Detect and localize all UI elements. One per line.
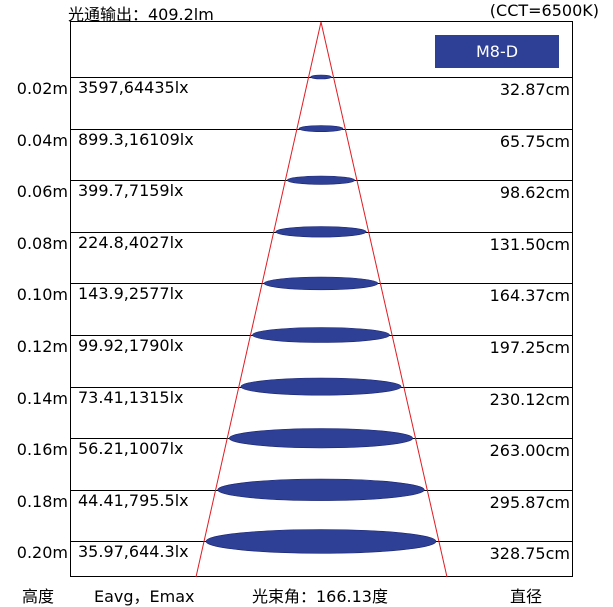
beam-angle-label: 光束角：166.13度 xyxy=(252,587,388,606)
diameter-value: 131.50cm xyxy=(489,234,570,254)
diameter-column-label: 直径 xyxy=(510,587,543,606)
illuminance-value: 224.8,4027lx xyxy=(78,232,184,252)
height-label: 0.02m xyxy=(16,79,68,98)
illuminance-value: 3597,64435lx xyxy=(78,78,189,97)
beam-spot-ellipse xyxy=(228,428,414,449)
diagram-frame xyxy=(70,21,573,577)
illuminance-value: 44.41,795.5lx xyxy=(78,490,189,510)
height-label: 0.18m xyxy=(16,491,68,511)
illuminance-value: 99.92,1790lx xyxy=(78,336,184,355)
height-column-label: 高度 xyxy=(22,587,55,606)
height-label: 0.14m xyxy=(16,388,68,408)
diameter-value: 295.87cm xyxy=(489,492,570,512)
beam-spot-ellipse xyxy=(205,529,437,554)
diameter-value: 98.62cm xyxy=(499,183,570,203)
diameter-value: 65.75cm xyxy=(499,131,570,151)
diameter-value: 164.37cm xyxy=(489,286,570,306)
diameter-value: 263.00cm xyxy=(489,441,570,461)
model-badge: M8-D xyxy=(435,35,559,68)
beam-spot-ellipse xyxy=(217,478,425,501)
diameter-value: 230.12cm xyxy=(489,389,570,409)
height-label: 0.04m xyxy=(16,130,68,150)
illuminance-value: 35.97,644.3lx xyxy=(78,542,189,562)
height-label: 0.20m xyxy=(16,543,68,563)
eavg-emax-label: Eavg，Emax xyxy=(94,587,195,606)
illuminance-value: 73.41,1315lx xyxy=(78,387,184,407)
illuminance-value: 56.21,1007lx xyxy=(78,439,184,459)
luminous-flux-label: 光通输出：409.2lm xyxy=(68,5,214,24)
beam-spot-ellipse xyxy=(298,125,344,133)
height-label: 0.16m xyxy=(16,440,68,460)
beam-spot-ellipse xyxy=(310,74,332,80)
height-label: 0.10m xyxy=(16,285,68,305)
beam-left-edge xyxy=(195,21,322,578)
beam-right-edge xyxy=(320,21,448,578)
height-label: 0.12m xyxy=(16,337,68,356)
cct-label: (CCT=6500K) xyxy=(489,1,599,20)
beam-spot-ellipse xyxy=(287,175,355,185)
beam-spot-ellipse xyxy=(275,226,367,238)
beam-spot-ellipse xyxy=(252,327,390,343)
height-label: 0.06m xyxy=(16,182,68,202)
illuminance-value: 399.7,7159lx xyxy=(78,181,184,201)
illuminance-value: 143.9,2577lx xyxy=(78,284,184,304)
illuminance-value: 899.3,16109lx xyxy=(78,129,194,149)
diameter-value: 32.87cm xyxy=(499,80,570,99)
height-label: 0.08m xyxy=(16,233,68,253)
beam-spot-ellipse xyxy=(240,377,402,396)
beam-spot-ellipse xyxy=(263,276,379,291)
diameter-value: 197.25cm xyxy=(489,338,570,357)
diameter-value: 328.75cm xyxy=(489,544,570,564)
